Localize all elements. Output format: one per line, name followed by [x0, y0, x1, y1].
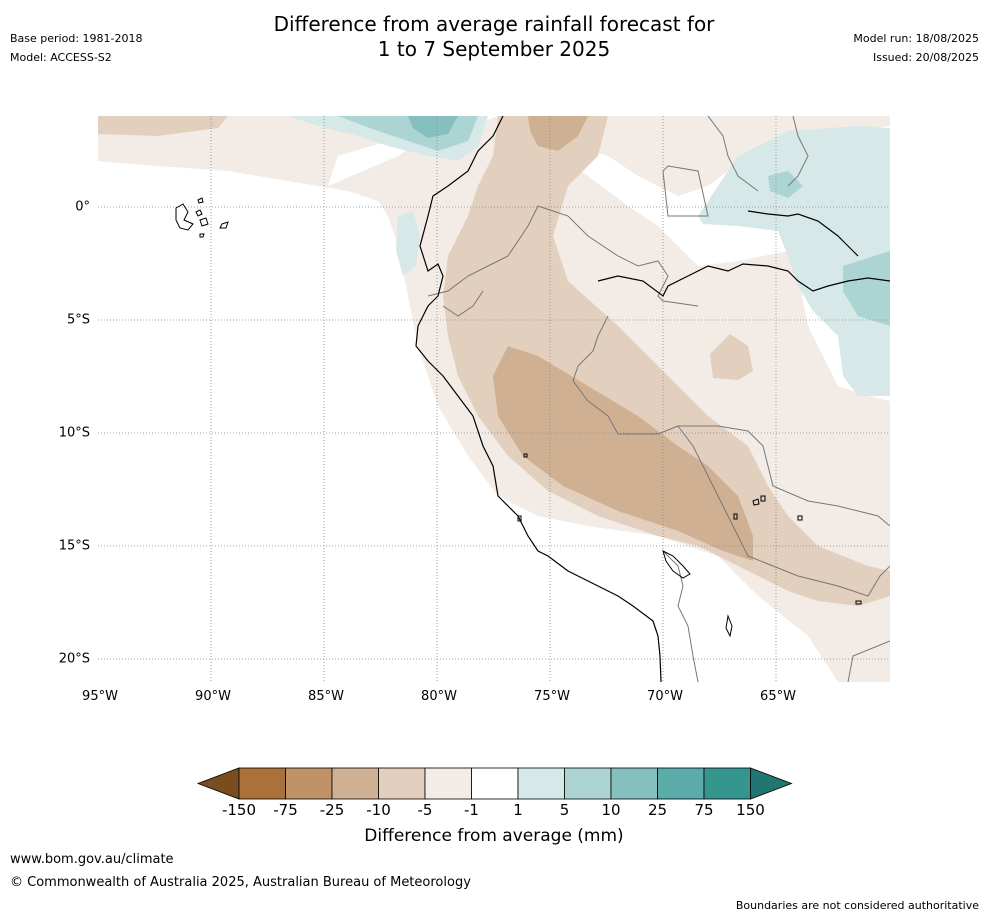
title-line-1: Difference from average rainfall forecas…	[273, 12, 715, 36]
anomaly-region-teal-nw	[408, 116, 458, 138]
anomaly-region-medium-brown	[98, 116, 228, 136]
lon-label-75w: 75°W	[534, 689, 570, 704]
colorbar-extend-low	[196, 767, 240, 800]
lat-label-20s: 20°S	[58, 651, 90, 667]
colorbar-tick-label: 1	[513, 801, 523, 819]
colorbar-tick-label: 150	[736, 801, 765, 819]
colorbar-tick-label: -150	[221, 801, 257, 819]
footer-note: Boundaries are not considered authoritat…	[735, 899, 979, 912]
lat-label-15s: 15°S	[58, 538, 90, 554]
lon-label-90w: 90°W	[195, 689, 231, 704]
title-line-2: 1 to 7 September 2025	[377, 37, 611, 61]
map-title: Difference from average rainfall forecas…	[0, 12, 988, 62]
anomaly-region-mid-teal-ne-small	[768, 171, 803, 198]
colorbar-cell	[657, 767, 705, 800]
graticule	[98, 116, 890, 682]
colorbar-cell	[424, 767, 472, 800]
lon-label-85w: 85°W	[308, 689, 344, 704]
model-run-text: Model run: 18/08/2025	[853, 32, 979, 45]
colorbar-cell	[517, 767, 565, 800]
anomaly-region-mid-teal-ne	[843, 251, 890, 326]
colorbar-cell	[564, 767, 612, 800]
map-svg	[98, 116, 890, 682]
lat-label-5s: 5°S	[66, 312, 90, 328]
colorbar-cell	[378, 767, 426, 800]
rainfall-map	[98, 116, 890, 682]
colorbar-cell	[238, 767, 286, 800]
colorbar-cells	[196, 767, 793, 800]
colorbar-tick-label: -10	[366, 801, 391, 819]
anomaly-region-dark-brown-north	[528, 116, 588, 151]
colorbar-extend-high	[750, 767, 793, 800]
base-period-text: Base period: 1981-2018	[10, 32, 143, 45]
meta-left: Base period: 1981-2018 Model: ACCESS-S2	[10, 32, 142, 70]
colorbar-tick-label: -75	[273, 801, 298, 819]
lat-label-10s: 10°S	[58, 425, 90, 441]
colorbar-tick-label: 5	[559, 801, 570, 819]
anomaly-region-medium-brown-main	[443, 116, 890, 606]
issued-text: Issued: 20/08/2025	[872, 51, 979, 64]
colorbar-title: Difference from average (mm)	[364, 826, 624, 846]
colorbar-tick-label: -25	[319, 801, 345, 819]
footer-copyright: © Commonwealth of Australia 2025, Austra…	[10, 875, 471, 890]
lat-label-0: 0°	[75, 199, 90, 215]
colorbar-cell	[285, 767, 333, 800]
anomaly-region-medium-brown-patch	[710, 334, 753, 380]
colorbar-cell	[331, 767, 379, 800]
footer-url: www.bom.gov.au/climate	[10, 852, 174, 867]
colorbar-tick-label: -5	[417, 801, 433, 819]
lon-label-80w: 80°W	[421, 689, 457, 704]
colorbar-tick-label: 10	[601, 801, 621, 819]
colorbar-cell	[471, 767, 519, 800]
coastlines	[415, 116, 890, 682]
galapagos-islands	[175, 197, 229, 238]
colorbar-cell	[610, 767, 658, 800]
lon-label-70w: 70°W	[647, 689, 683, 704]
lakes	[517, 453, 862, 638]
anomaly-region-light-teal-ne	[698, 126, 890, 396]
lon-label-65w: 65°W	[760, 689, 796, 704]
anomaly-region-teal-coast	[396, 211, 420, 276]
anomaly-region-dark-brown	[493, 346, 753, 561]
colorbar-tick-label: 25	[647, 801, 668, 819]
country-boundaries	[427, 116, 890, 682]
colorbar-tick-label: 75	[694, 801, 714, 819]
model-text: Model: ACCESS-S2	[10, 51, 112, 64]
colorbar-tick-label: -1	[464, 801, 479, 819]
colorbar-cell	[703, 767, 751, 800]
meta-right: Model run: 18/08/2025 Issued: 20/08/2025	[853, 32, 979, 70]
lon-label-95w: 95°W	[82, 689, 118, 704]
